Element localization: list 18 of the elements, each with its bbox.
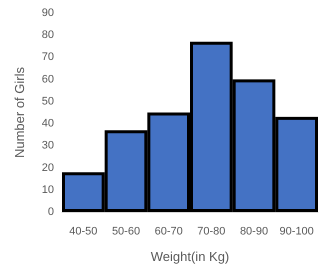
y-tick-label: 20 (42, 162, 54, 174)
x-axis-title: Weight(in Kg) (150, 249, 230, 264)
x-tick-label: 60-70 (154, 226, 183, 238)
x-tick-label: 70-80 (197, 226, 226, 238)
x-tick-label: 40-50 (69, 226, 98, 238)
y-tick-label: 0 (48, 206, 54, 218)
y-tick-label: 10 (42, 184, 54, 196)
y-tick-label: 90 (42, 7, 54, 19)
x-tick-label: 90-100 (280, 226, 314, 238)
x-tick-label: 50-60 (112, 226, 140, 238)
y-tick-label: 30 (42, 140, 54, 152)
y-tick-label: 70 (42, 51, 54, 64)
y-tick-label: 80 (42, 29, 54, 42)
y-tick-label: 40 (42, 118, 54, 130)
y-axis-title: Number of Girls (12, 66, 27, 158)
y-tick-label: 60 (42, 73, 54, 86)
y-tick-label: 50 (42, 95, 54, 108)
x-tick-label: 80-90 (240, 226, 268, 238)
